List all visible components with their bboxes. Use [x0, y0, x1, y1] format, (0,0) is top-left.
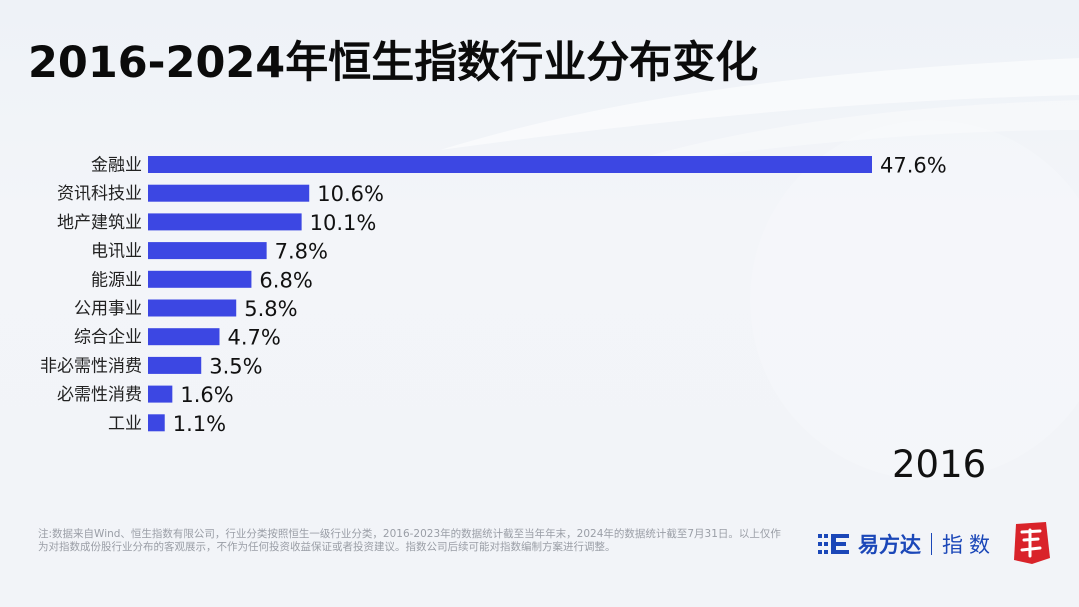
- category-label: 综合企业: [74, 328, 142, 348]
- brand-separator: [931, 533, 932, 555]
- category-label: 资讯科技业: [57, 184, 142, 204]
- category-label: 公用事业: [74, 299, 142, 319]
- bar: [148, 299, 237, 317]
- category-label: 能源业: [91, 270, 142, 290]
- value-label: 4.7%: [227, 326, 280, 350]
- value-label: 1.1%: [173, 412, 226, 436]
- brand-name: 易方达: [858, 533, 921, 557]
- bar: [148, 270, 252, 288]
- value-label: 1.6%: [180, 383, 233, 407]
- year-label: 2016: [892, 443, 987, 486]
- bar: [148, 242, 267, 260]
- value-label: 10.1%: [310, 211, 377, 235]
- red-seal-icon: [1014, 522, 1050, 564]
- bar: [148, 184, 310, 202]
- value-label: 5.8%: [244, 297, 297, 321]
- efund-logo-icon: [818, 534, 849, 554]
- value-label: 7.8%: [275, 240, 328, 264]
- value-label: 10.6%: [317, 182, 384, 206]
- page-title: 2016-2024年恒生指数行业分布变化: [28, 38, 759, 88]
- brand-subtitle: 指数: [942, 533, 996, 557]
- category-label: 地产建筑业: [57, 213, 142, 233]
- category-label: 非必需性消费: [40, 356, 142, 376]
- brand-logo: 易方达 指数: [818, 527, 996, 561]
- bar: [148, 156, 872, 173]
- value-label: 3.5%: [209, 354, 262, 378]
- bar: [148, 414, 165, 432]
- bar: [148, 213, 302, 231]
- bar: [148, 385, 173, 403]
- footnote: 注:数据来自Wind、恒生指数有限公司，行业分类按照恒生一级行业分类，2016-…: [38, 528, 781, 553]
- bar: [148, 328, 220, 346]
- bar: [148, 356, 202, 374]
- value-label: 6.8%: [259, 268, 312, 292]
- category-label: 电讯业: [91, 242, 142, 262]
- value-label: 47.6%: [880, 154, 947, 178]
- category-label: 金融业: [91, 156, 142, 176]
- category-label: 必需性消费: [57, 385, 142, 405]
- category-label: 工业: [108, 414, 142, 434]
